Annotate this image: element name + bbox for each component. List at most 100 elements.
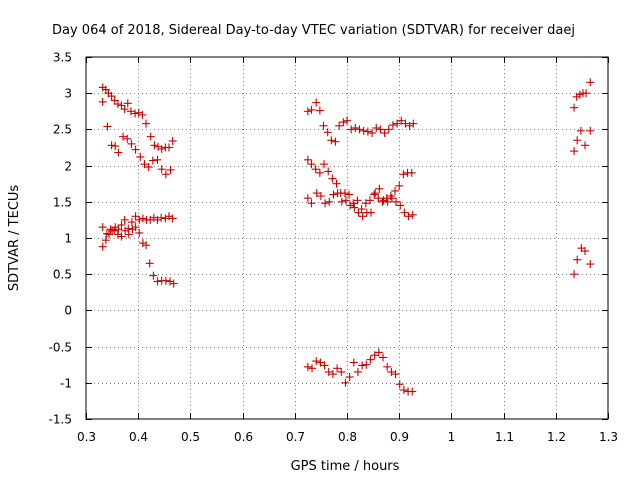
data-point	[157, 165, 166, 174]
data-point	[409, 119, 418, 128]
data-point	[98, 242, 107, 251]
data-point	[368, 129, 377, 138]
data-point	[303, 194, 312, 203]
data-point	[166, 277, 175, 286]
data-point	[391, 186, 400, 195]
data-point	[103, 122, 112, 131]
data-point	[401, 119, 410, 128]
data-point	[101, 236, 110, 245]
data-point	[325, 197, 334, 206]
data-point	[164, 143, 173, 152]
data-point	[120, 105, 129, 114]
y-tick-label: -0.5	[49, 341, 72, 355]
data-point	[145, 259, 154, 268]
data-point	[148, 156, 157, 165]
data-point	[345, 190, 354, 199]
y-tick-label: 0	[64, 304, 72, 318]
data-point	[308, 364, 317, 373]
data-point	[142, 241, 151, 250]
data-point	[168, 214, 177, 223]
data-point	[307, 105, 316, 114]
data-point	[107, 92, 116, 101]
data-point	[337, 367, 346, 376]
data-point	[392, 197, 401, 206]
data-point	[320, 361, 329, 370]
y-tick-label: 2.5	[53, 123, 72, 137]
data-point	[391, 370, 400, 379]
data-point	[370, 190, 379, 199]
x-tick-label: 1.3	[599, 430, 618, 444]
y-tick-label: -1.5	[49, 413, 72, 427]
data-point	[586, 126, 595, 135]
y-tick-label: 3	[64, 87, 72, 101]
y-tick-label: 3.5	[53, 51, 72, 65]
x-axis-title: GPS time / hours	[291, 459, 400, 474]
data-point	[393, 119, 402, 128]
data-point	[131, 212, 140, 221]
data-point	[367, 208, 376, 217]
data-point	[573, 136, 582, 145]
data-point	[395, 181, 404, 190]
data-point	[346, 201, 355, 210]
data-point	[117, 220, 126, 229]
data-point	[586, 78, 595, 87]
data-point	[131, 109, 140, 118]
data-point	[372, 123, 381, 132]
data-point	[107, 141, 116, 150]
data-point	[120, 215, 129, 224]
data-point	[333, 189, 342, 198]
data-point	[582, 89, 591, 98]
data-point	[387, 367, 396, 376]
data-point	[140, 160, 149, 169]
data-point	[353, 196, 362, 205]
data-point	[312, 98, 321, 107]
data-point	[316, 358, 325, 367]
data-point	[371, 189, 380, 198]
data-point	[397, 116, 406, 125]
data-point	[320, 160, 329, 169]
y-tick-label: 1	[64, 232, 72, 246]
data-point	[400, 208, 409, 217]
data-point	[341, 378, 350, 387]
x-tick-label: 1.1	[495, 430, 514, 444]
x-tick-label: 0.7	[286, 430, 305, 444]
data-point	[153, 155, 162, 164]
data-point	[319, 121, 328, 130]
data-point	[324, 167, 333, 176]
data-point	[383, 197, 392, 206]
data-point	[383, 362, 392, 371]
data-point	[586, 260, 595, 269]
data-point	[144, 163, 153, 172]
data-point	[169, 279, 178, 288]
data-point	[315, 106, 324, 115]
data-point	[570, 270, 579, 279]
data-point	[399, 170, 408, 179]
data-point	[98, 97, 107, 106]
data-point	[341, 196, 350, 205]
data-point	[161, 276, 170, 285]
data-point	[374, 348, 383, 357]
data-point	[153, 277, 162, 286]
data-point	[146, 132, 155, 141]
data-point	[303, 107, 312, 116]
data-point	[323, 128, 332, 137]
data-point	[150, 141, 159, 150]
data-point	[331, 137, 340, 146]
data-point	[154, 142, 163, 151]
data-point	[374, 194, 383, 203]
data-point	[303, 155, 312, 164]
data-point	[396, 201, 405, 210]
data-point	[359, 126, 368, 135]
data-point	[110, 226, 119, 235]
y-axis-tick-labels: -1.5 -1 -0.5 0 0.5 1 1.5 2 2.5 3 3.5	[49, 51, 72, 427]
data-point	[146, 215, 155, 224]
data-point	[329, 190, 338, 199]
data-point	[345, 373, 354, 382]
data-point	[408, 387, 417, 396]
data-point	[153, 215, 162, 224]
data-point	[123, 99, 132, 108]
data-point	[328, 370, 337, 379]
data-markers	[98, 78, 595, 396]
data-point	[124, 230, 133, 239]
